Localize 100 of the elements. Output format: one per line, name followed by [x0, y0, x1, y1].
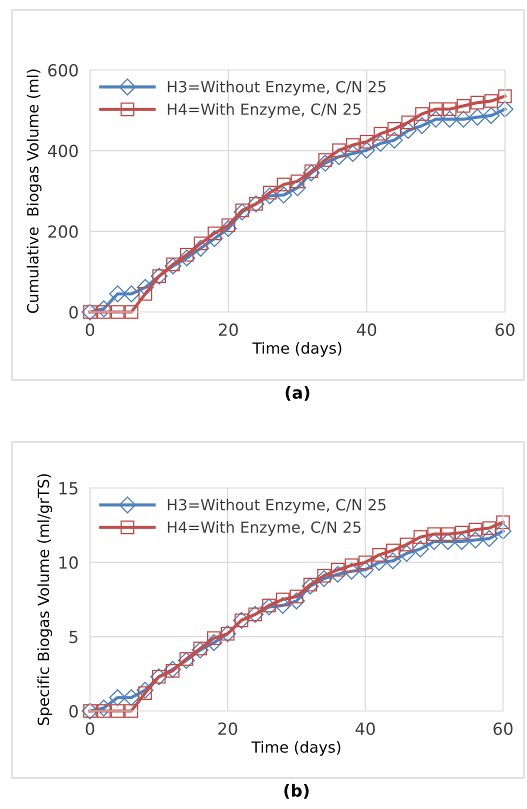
- point: [384, 552, 402, 570]
- point: [164, 660, 182, 678]
- point: [136, 682, 154, 699]
- point: [414, 530, 428, 544]
- point: [302, 578, 319, 595]
- point: [344, 145, 362, 162]
- y-tick-label: 15: [60, 482, 78, 495]
- point: [122, 689, 140, 706]
- point: [386, 544, 400, 558]
- point: [427, 110, 444, 128]
- point: [360, 134, 374, 149]
- point: [109, 285, 126, 302]
- point: [400, 538, 414, 552]
- point: [358, 142, 376, 159]
- point: [453, 533, 470, 550]
- x-tick-label: 0: [86, 323, 94, 336]
- point: [288, 592, 305, 610]
- point: [387, 122, 402, 136]
- point: [208, 226, 222, 240]
- point: [484, 94, 498, 108]
- point: [482, 107, 500, 124]
- point: [289, 179, 306, 196]
- point: [110, 704, 124, 718]
- point: [370, 554, 388, 571]
- point: [316, 570, 333, 588]
- point: [496, 100, 514, 118]
- point: [470, 96, 484, 110]
- point: [468, 108, 486, 126]
- point: [496, 515, 510, 530]
- y-tick-label: 600: [48, 64, 78, 77]
- point: [302, 164, 320, 182]
- x-axis-title: Time (days): [251, 741, 340, 756]
- point: [441, 110, 458, 128]
- text: (a): [286, 386, 310, 401]
- x-tick-label: 60: [496, 323, 514, 336]
- point: [441, 527, 455, 541]
- y-tick-label: 0: [69, 704, 78, 718]
- point: [96, 305, 111, 319]
- point: [414, 117, 430, 134]
- point: [344, 558, 358, 572]
- point: [480, 530, 498, 548]
- y-tick-label: 10: [60, 556, 78, 569]
- legend-label: H4=With Enzyme, C/N 25: [168, 521, 361, 536]
- point: [261, 187, 278, 204]
- point: [109, 689, 126, 706]
- point: [332, 143, 346, 158]
- point: [343, 562, 360, 580]
- point: [234, 203, 251, 220]
- point: [346, 138, 360, 152]
- point: [498, 89, 512, 104]
- point: [95, 300, 112, 318]
- point: [192, 642, 209, 659]
- point: [454, 526, 469, 540]
- point: [482, 521, 496, 536]
- x-axis-title: Time (days): [252, 342, 342, 357]
- point: [317, 568, 331, 583]
- x-tick-label: 0: [86, 722, 94, 736]
- point: [206, 230, 223, 248]
- point: [178, 652, 195, 669]
- point: [138, 286, 152, 301]
- point: [442, 102, 457, 116]
- text: (b): [284, 784, 309, 799]
- point: [468, 522, 482, 536]
- point: [124, 704, 138, 718]
- y-tick-label: 0: [69, 306, 78, 319]
- x-tick-label: 40: [356, 722, 375, 736]
- point: [494, 522, 512, 540]
- legend-label: H3=Without Enzyme, C/N 25: [168, 80, 386, 96]
- point: [427, 527, 442, 541]
- legend-label: H3=Without Enzyme, C/N 25: [168, 498, 386, 514]
- x-tick-label: 40: [356, 323, 376, 336]
- y-axis-title: Specific Biogas Volume (ml/grTS): [37, 474, 52, 726]
- point: [192, 240, 210, 257]
- point: [110, 305, 125, 319]
- point: [178, 249, 196, 266]
- point: [412, 540, 429, 558]
- point: [123, 285, 140, 302]
- point: [358, 555, 372, 570]
- point: [124, 305, 138, 319]
- point: [275, 186, 292, 204]
- point: [386, 132, 403, 149]
- point: [466, 532, 484, 549]
- point: [439, 533, 456, 550]
- point: [456, 99, 470, 113]
- point: [316, 154, 334, 172]
- point: [415, 107, 429, 121]
- y-tick-label: 5: [70, 630, 78, 644]
- point: [455, 110, 472, 128]
- point: [356, 561, 374, 578]
- point: [164, 258, 182, 274]
- point: [136, 278, 154, 296]
- point: [372, 548, 386, 562]
- point: [401, 116, 416, 130]
- point: [194, 236, 208, 250]
- point: [260, 598, 278, 616]
- point: [276, 178, 291, 192]
- x-tick-label: 20: [218, 722, 238, 736]
- point: [274, 596, 292, 614]
- x-tick-label: 20: [218, 323, 238, 336]
- point: [220, 220, 237, 237]
